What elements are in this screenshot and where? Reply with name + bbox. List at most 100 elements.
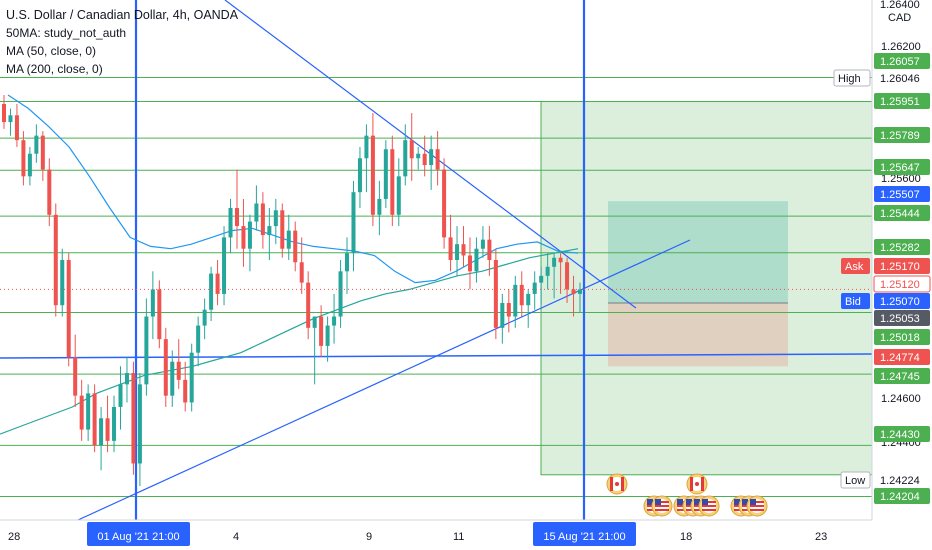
candle xyxy=(118,366,123,430)
canada-flag-icon xyxy=(606,473,628,495)
candle xyxy=(176,339,181,389)
price-marker-label: Bid xyxy=(845,296,861,308)
price-marker-bg xyxy=(874,186,930,202)
price-marker-label-bg xyxy=(841,293,870,309)
candle-body xyxy=(519,284,524,306)
time-tick: 4 xyxy=(233,531,239,543)
candle xyxy=(40,131,45,181)
price-marker-bg xyxy=(874,368,930,384)
candle xyxy=(429,135,434,190)
price-axis-background xyxy=(872,0,932,550)
candle-body xyxy=(228,208,233,238)
candle-body xyxy=(357,158,362,193)
time-tick: 28 xyxy=(8,531,20,543)
candle-body xyxy=(500,302,505,328)
candle-body xyxy=(209,273,214,310)
candle xyxy=(99,406,104,471)
time-tick: 9 xyxy=(366,531,372,543)
time-highlight: 15 Aug '21 21:00 xyxy=(533,522,636,546)
candle xyxy=(273,198,278,245)
currency-label: CAD xyxy=(888,12,911,24)
candle xyxy=(189,343,194,412)
candle-body xyxy=(487,239,492,260)
candle-body xyxy=(390,149,395,215)
candle xyxy=(480,226,485,258)
price-marker: 1.24224 Low xyxy=(840,471,930,489)
time-highlight-bg xyxy=(533,522,636,546)
canada-flag-icon xyxy=(686,473,708,495)
candle-body xyxy=(293,230,298,263)
candle-body xyxy=(144,316,149,385)
price-marker-label: High xyxy=(838,73,861,85)
candle xyxy=(60,248,65,317)
candle-body xyxy=(416,153,421,159)
candle xyxy=(228,198,233,254)
price-marker-value: 1.25507 xyxy=(880,189,920,201)
candle-body xyxy=(422,153,427,166)
candle-body xyxy=(241,226,246,249)
candle-body xyxy=(105,418,110,441)
price-marker: 1.25951 xyxy=(874,93,930,109)
price-marker-bg xyxy=(874,159,930,175)
chart-legend: U.S. Dollar / Canadian Dollar, 4h, OANDA… xyxy=(6,6,238,78)
symbol-title[interactable]: U.S. Dollar / Canadian Dollar, 4h, OANDA xyxy=(6,8,239,22)
price-marker-value: 1.25070 xyxy=(880,296,920,308)
indicator-label-50ma[interactable]: 50MA: study_not_auth xyxy=(6,26,127,40)
price-marker: 1.24745 xyxy=(874,368,930,384)
candle xyxy=(92,384,97,453)
price-axis-top: 1.26400 xyxy=(880,0,920,11)
price-tick: 1.24600 xyxy=(881,393,921,405)
candle xyxy=(306,271,311,340)
candle-body xyxy=(442,169,447,238)
candle xyxy=(47,158,52,227)
price-marker-value: 1.25444 xyxy=(880,208,920,220)
candle-body xyxy=(370,135,375,215)
candle-body xyxy=(170,361,175,396)
candle xyxy=(254,185,259,231)
price-marker-bg xyxy=(874,258,930,274)
candle-body xyxy=(66,260,71,358)
price-marker: 1.26057 xyxy=(874,53,930,69)
candle xyxy=(14,104,19,147)
candle-body xyxy=(577,289,583,294)
price-marker-bg xyxy=(873,275,931,293)
candle-body xyxy=(286,230,291,249)
candle xyxy=(390,135,395,227)
candle xyxy=(222,226,227,306)
candle xyxy=(532,271,537,310)
candle xyxy=(338,260,343,328)
indicator-label-ma200[interactable]: MA (200, close, 0) xyxy=(6,62,103,76)
candle xyxy=(286,214,291,260)
price-marker: 1.25120 xyxy=(873,275,931,293)
candle-body xyxy=(571,289,576,294)
price-marker: 1.24430 xyxy=(874,426,930,442)
candle xyxy=(299,237,304,294)
candle xyxy=(357,146,362,208)
candle-body xyxy=(338,271,343,317)
candle-body xyxy=(364,135,369,159)
candle xyxy=(513,275,518,328)
candle xyxy=(565,257,570,303)
price-marker-value: 1.25282 xyxy=(880,242,920,254)
candle-body xyxy=(163,339,168,396)
candle-body xyxy=(565,262,570,290)
usa-flag-icon xyxy=(746,495,768,517)
candle xyxy=(396,158,401,227)
candle xyxy=(280,203,285,258)
candle-body xyxy=(21,140,26,177)
candle-body xyxy=(403,140,408,177)
price-marker-label: Ask xyxy=(845,261,864,273)
candle-body xyxy=(532,282,537,294)
candle-body xyxy=(513,284,518,317)
price-marker-value: 1.24774 xyxy=(880,352,920,364)
candle-body xyxy=(267,226,272,236)
indicator-label-ma50[interactable]: MA (50, close, 0) xyxy=(6,44,97,58)
candle xyxy=(312,316,317,385)
candle-body xyxy=(14,115,19,141)
time-highlight-label: 01 Aug '21 21:00 xyxy=(97,531,179,543)
candle xyxy=(474,237,479,283)
candle-body xyxy=(118,384,123,407)
candle xyxy=(493,248,498,340)
